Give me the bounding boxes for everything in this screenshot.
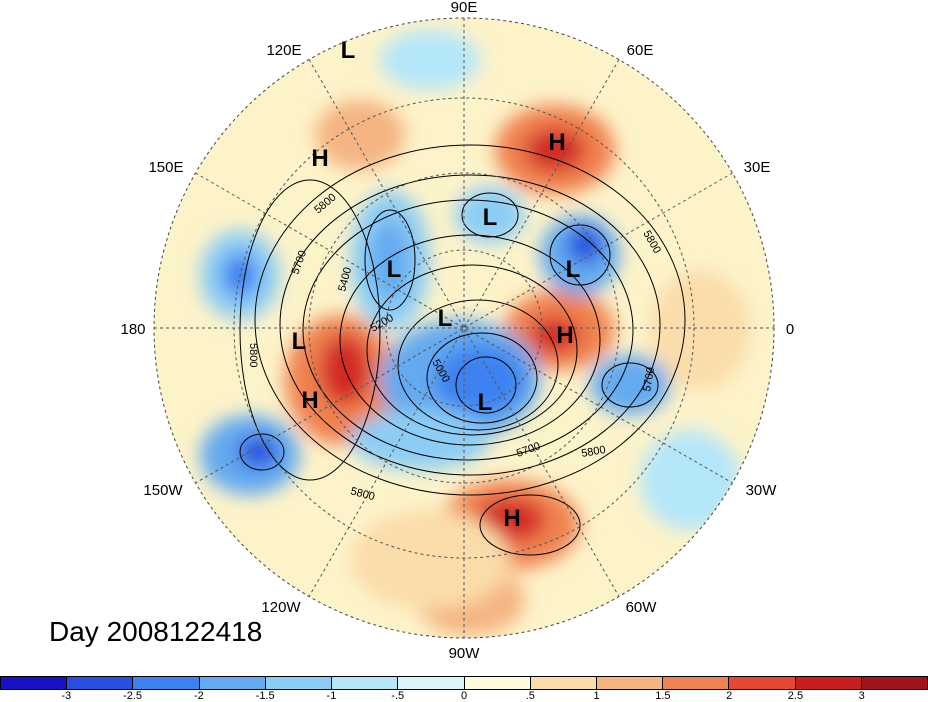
lon-label-120w: 120W bbox=[261, 599, 301, 616]
contour-label: 5800 bbox=[247, 343, 259, 367]
colorbar-swatch bbox=[199, 676, 266, 690]
colorbar bbox=[0, 676, 928, 690]
height-contours bbox=[239, 144, 686, 556]
lon-label-150w: 150W bbox=[143, 482, 183, 499]
colorbar-swatch bbox=[133, 676, 200, 690]
polar-map: 90E 60E 30E 0 30W 60W 90W 120W 150W 180 … bbox=[120, 0, 794, 662]
colorbar-swatch bbox=[663, 676, 730, 690]
colorbar-swatch bbox=[729, 676, 796, 690]
graticule bbox=[153, 17, 775, 639]
colorbar-tick-label: 2 bbox=[726, 690, 733, 702]
contour-label: 5800 bbox=[580, 444, 606, 460]
colorbar-tick-label: 2.5 bbox=[787, 690, 804, 702]
colorbar-tick-label: -2.5 bbox=[123, 690, 143, 702]
low-center-marker: L bbox=[438, 305, 453, 332]
colorbar-tick-label: -3 bbox=[61, 690, 72, 702]
low-center-marker: L bbox=[292, 328, 307, 355]
colorbar-swatch bbox=[596, 676, 664, 690]
pressure-centers: L H H L L L L L H H L H bbox=[292, 37, 581, 532]
lon-label-90w: 90W bbox=[449, 645, 481, 662]
low-center-marker: L bbox=[341, 37, 356, 64]
high-center-marker: H bbox=[311, 145, 328, 172]
colorbar-swatch bbox=[530, 676, 597, 690]
colorbar-swatch bbox=[861, 676, 928, 690]
colorbar-labels: -3 -2.5 -2 -1.5 -1 -.5 0 .5 1 1.5 2 2.5 3 bbox=[0, 690, 928, 702]
colorbar-tick-label: 1 bbox=[593, 690, 600, 702]
lon-label-60w: 60W bbox=[626, 599, 658, 616]
colorbar-swatch bbox=[265, 676, 333, 690]
low-center-marker: L bbox=[387, 256, 402, 283]
lon-label-30e: 30E bbox=[744, 159, 771, 176]
lon-label-60e: 60E bbox=[627, 42, 654, 59]
colorbar-tick-label: -1 bbox=[326, 690, 337, 702]
colorbar-swatch bbox=[0, 676, 68, 690]
date-title: Day 2008122418 bbox=[49, 616, 263, 647]
colorbar-tick-label: -.5 bbox=[391, 690, 405, 702]
colorbar-tick-label: 3 bbox=[858, 690, 865, 702]
colorbar-tick-label: 0 bbox=[460, 690, 468, 702]
lon-label-90e: 90E bbox=[451, 0, 478, 16]
colorbar-tick-label: 1.5 bbox=[655, 690, 671, 702]
colorbar-tick-label: -2 bbox=[193, 690, 204, 702]
lon-label-30w: 30W bbox=[746, 482, 778, 499]
lon-label-180: 180 bbox=[120, 321, 145, 338]
colorbar-swatch bbox=[464, 676, 531, 690]
lon-label-120e: 120E bbox=[266, 42, 301, 59]
high-center-marker: H bbox=[548, 129, 565, 156]
contour-label: 5700 bbox=[641, 366, 657, 392]
colorbar-swatch bbox=[67, 676, 134, 690]
colorbar-swatch bbox=[398, 676, 465, 690]
colorbar-swatch bbox=[332, 676, 399, 690]
lon-label-150e: 150E bbox=[148, 159, 183, 176]
colorbar-tick-label: -1.5 bbox=[255, 690, 275, 702]
high-center-marker: H bbox=[301, 387, 318, 414]
lon-label-0: 0 bbox=[786, 321, 794, 338]
high-center-marker: H bbox=[556, 322, 573, 349]
low-center-marker: L bbox=[566, 256, 581, 283]
colorbar-swatch bbox=[795, 676, 862, 690]
high-center-marker: H bbox=[503, 505, 520, 532]
colorbar-tick-label: .5 bbox=[525, 690, 535, 702]
low-center-marker: L bbox=[478, 389, 493, 416]
low-center-marker: L bbox=[483, 204, 498, 231]
longitude-labels: 90E 60E 30E 0 30W 60W 90W 120W 150W 180 … bbox=[120, 0, 794, 662]
